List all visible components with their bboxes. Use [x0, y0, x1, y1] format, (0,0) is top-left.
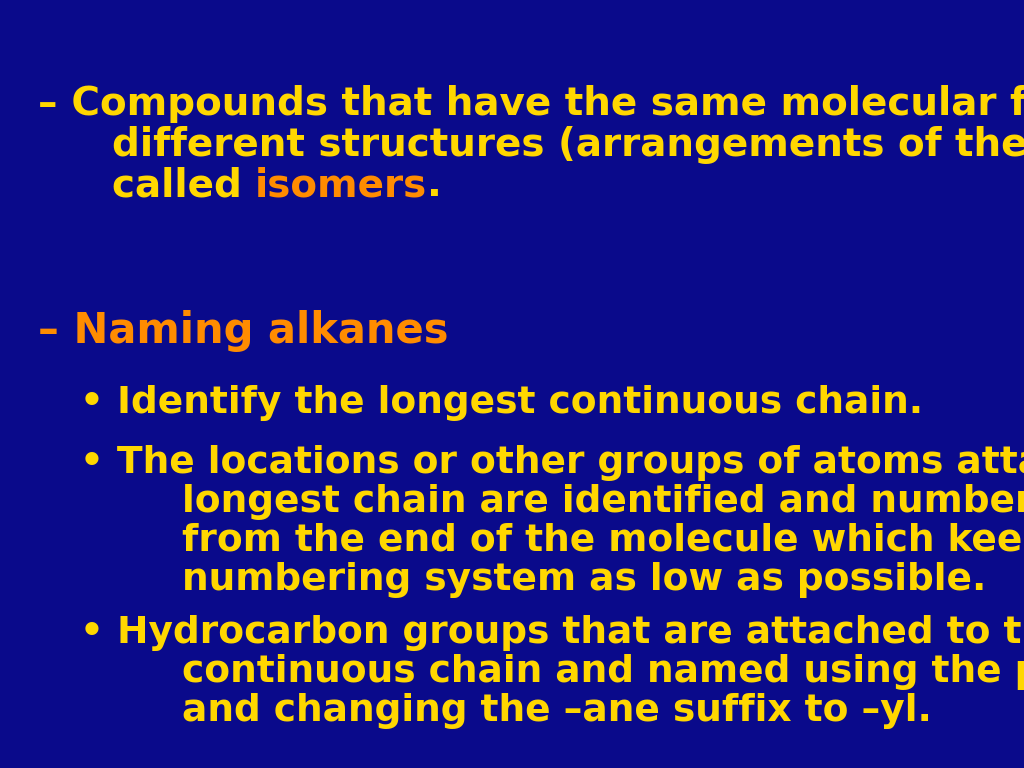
Text: .: .: [427, 166, 442, 204]
Text: •: •: [80, 445, 103, 481]
Text: Naming alkanes: Naming alkanes: [58, 310, 449, 352]
Text: Compounds that have the same molecular formula, but: Compounds that have the same molecular f…: [57, 85, 1024, 123]
Text: Hydrocarbon groups that are attached to the longest: Hydrocarbon groups that are attached to …: [103, 615, 1024, 651]
Text: from the end of the molecule which keeps the: from the end of the molecule which keeps…: [103, 523, 1024, 559]
Text: •: •: [80, 385, 103, 421]
Text: –: –: [38, 310, 58, 352]
Text: different structures (arrangements of the atoms) are: different structures (arrangements of th…: [57, 126, 1024, 164]
Text: The locations or other groups of atoms attached to the: The locations or other groups of atoms a…: [103, 445, 1024, 481]
Text: and changing the –ane suffix to –yl.: and changing the –ane suffix to –yl.: [103, 694, 932, 730]
Text: –: –: [38, 85, 57, 123]
Text: continuous chain and named using the parent name: continuous chain and named using the par…: [103, 654, 1024, 690]
Text: Identify the longest continuous chain.: Identify the longest continuous chain.: [103, 385, 923, 421]
Text: isomers: isomers: [255, 166, 427, 204]
Text: •: •: [80, 615, 103, 651]
Text: numbering system as low as possible.: numbering system as low as possible.: [103, 562, 986, 598]
Text: called: called: [57, 166, 255, 204]
Text: longest chain are identified and numbered by counting: longest chain are identified and numbere…: [103, 484, 1024, 520]
